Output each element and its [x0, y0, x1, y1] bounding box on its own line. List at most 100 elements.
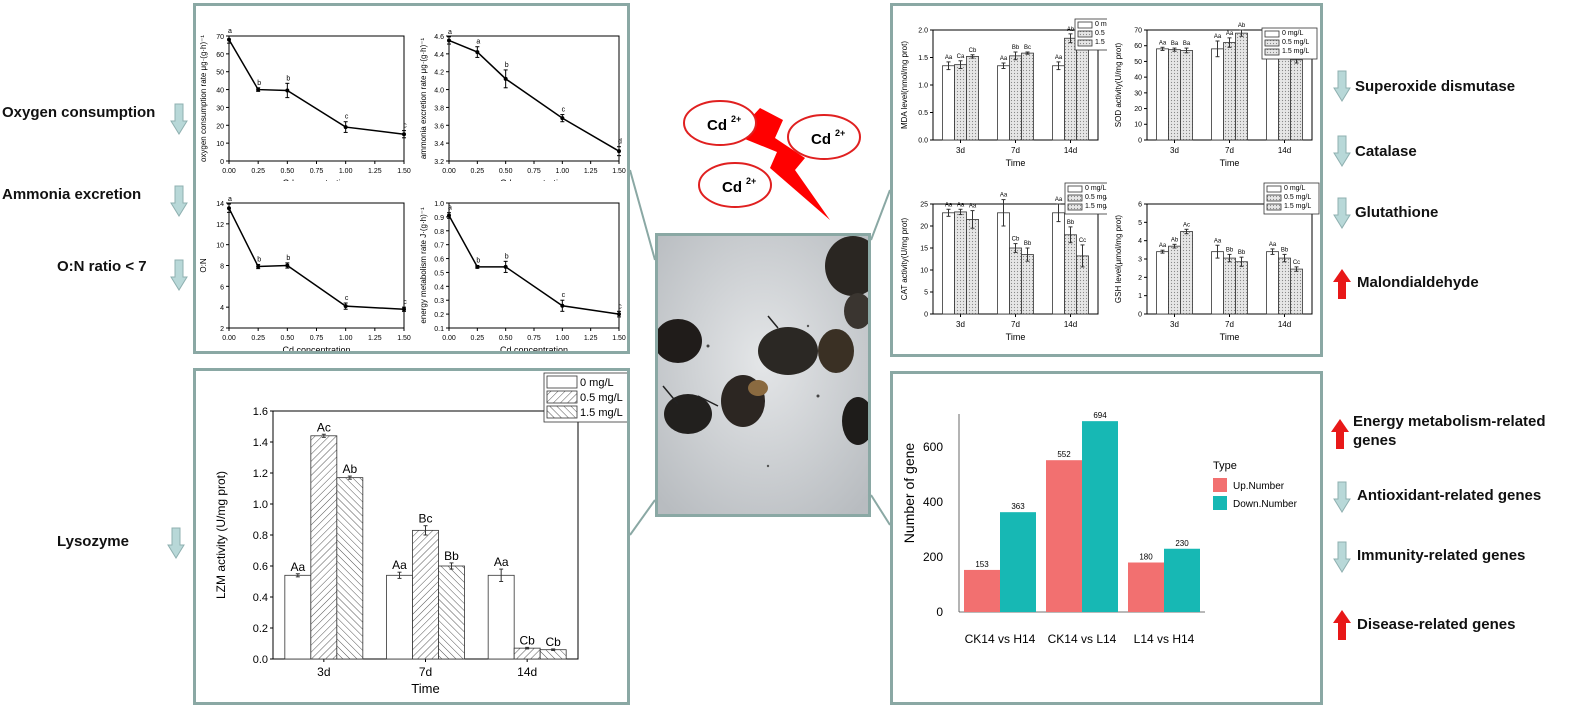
bar — [1180, 231, 1193, 315]
cd-ion-ring — [698, 162, 772, 208]
cd-exposure-graphic: Cd 2+ Cd 2+ Cd 2+ — [683, 100, 861, 220]
significance-label: a — [476, 39, 480, 46]
y-tick-label: 12 — [216, 222, 224, 229]
x-axis-label: Cd concentration — [282, 345, 350, 351]
y-tick-label: 4 — [220, 305, 224, 312]
significance-label: a — [228, 28, 232, 35]
significance-label: Ab — [1171, 237, 1179, 243]
series-line — [448, 39, 620, 152]
y-axis-label: ammonia excretion rate μg·(g·h)⁻¹ — [419, 38, 428, 160]
x-tick-label: 0.25 — [251, 335, 265, 342]
significance-label: Aa — [1000, 56, 1008, 62]
legend-label: 0 mg/L — [580, 377, 614, 389]
significance-label: Aa — [1055, 197, 1063, 203]
mda-label: Malondialdehyde — [1357, 274, 1479, 291]
legend-label: 0.5 mg/L — [1284, 194, 1311, 201]
legend-label: 0.5 mg/L — [580, 392, 623, 404]
legend-title: Type — [1213, 460, 1237, 472]
y-tick-label: 5 — [924, 289, 928, 296]
data-point — [475, 264, 480, 269]
cd-ion-label: Cd — [811, 131, 831, 148]
data-point — [343, 125, 348, 130]
bar — [997, 65, 1010, 141]
x-tick-label: 0.25 — [251, 168, 265, 175]
legend-label: Down.Number — [1233, 499, 1298, 510]
cd-ion-label: Cd — [722, 179, 742, 196]
bar — [997, 212, 1010, 315]
y-tick-label: 0.6 — [434, 257, 444, 264]
significance-label: Ab — [1067, 27, 1075, 33]
y-tick-label: 0.2 — [253, 623, 268, 635]
x-tick-label: 0.75 — [310, 335, 324, 342]
snail-photo — [655, 233, 871, 517]
significance-label: b — [505, 62, 509, 69]
x-tick-label: 1.25 — [584, 168, 598, 175]
significance-label: c — [403, 123, 407, 130]
bar — [1164, 548, 1200, 612]
bar — [1128, 562, 1164, 612]
significance-label: Aa — [392, 558, 407, 572]
bar — [1211, 48, 1224, 141]
legend-swatch — [1077, 21, 1093, 29]
y-tick-label: 1.6 — [253, 406, 268, 418]
significance-label: a — [228, 196, 232, 203]
y-tick-label: 4.6 — [434, 34, 444, 41]
y-tick-label: 0 — [1138, 311, 1142, 318]
y-tick-label: 20 — [216, 123, 224, 130]
significance-label: Aa — [969, 204, 977, 210]
bar — [966, 219, 979, 315]
down-arrow-icon — [1333, 70, 1351, 102]
significance-label: b — [286, 255, 290, 262]
significance-label: b — [257, 80, 261, 87]
y-tick-label: 30 — [1134, 90, 1142, 97]
significance-label: Aa — [1226, 31, 1234, 37]
bar — [1052, 65, 1065, 141]
y-tick-label: 6 — [1138, 201, 1142, 208]
x-tick-label: 3d — [317, 665, 330, 679]
ammonia-chart: 0.00 0.25 0.50 0.75 1.00 1.25 1.50 3.2 3.4 3.6 3.8… — [419, 29, 626, 181]
significance-label: Bc — [1024, 45, 1031, 51]
y-tick-label: 70 — [216, 34, 224, 41]
y-tick-label: 0.4 — [253, 592, 268, 604]
significance-label: Ac — [317, 420, 331, 434]
y-tick-label: 1.0 — [918, 82, 928, 89]
y-tick-label: 0 — [924, 311, 928, 318]
down-arrow-icon — [1333, 541, 1351, 573]
y-tick-label: 2 — [220, 326, 224, 333]
y-tick-label: 1.2 — [253, 468, 268, 480]
x-tick-label: CK14 vs H14 — [965, 632, 1036, 646]
data-point — [503, 76, 508, 81]
bar — [539, 649, 567, 660]
y-tick-label: 40 — [1134, 75, 1142, 82]
y-tick-label: 0.5 — [918, 110, 928, 117]
down-arrow-icon — [170, 259, 188, 291]
gene-chart: 0 200 400 600 Number of gene CK14 vs H14 153 36… — [901, 411, 1298, 646]
x-tick-label: 0.75 — [310, 168, 324, 175]
data-point — [617, 312, 621, 317]
significance-label: Aa — [1000, 193, 1008, 199]
bar — [1156, 251, 1169, 315]
y-tick-label: 1.5 — [918, 55, 928, 62]
y-tick-label: 0 — [220, 159, 224, 166]
bar — [438, 565, 465, 660]
significance-label: b — [476, 258, 480, 265]
y-tick-label: 40 — [216, 88, 224, 95]
significance-label: c — [403, 299, 407, 306]
x-tick-label: 0.50 — [281, 335, 295, 342]
significance-label: Cc — [1079, 238, 1086, 244]
catalase-label: Catalase — [1355, 143, 1417, 160]
y-tick-label: 20 — [920, 223, 928, 230]
significance-label: Aa — [957, 202, 965, 208]
lightning-bolt — [735, 108, 830, 220]
data-point — [560, 116, 565, 121]
y-tick-label: 3 — [1138, 256, 1142, 263]
cd-ion-charge: 2+ — [746, 176, 756, 186]
legend-swatch — [1213, 496, 1227, 510]
data-point — [285, 88, 290, 93]
legend-label: 0 mg/L — [1085, 185, 1107, 192]
y-tick-label: 4.0 — [434, 88, 444, 95]
y-tick-label: 0.9 — [434, 215, 444, 222]
cd-ion-charge: 2+ — [835, 128, 845, 138]
y-tick-label: 2 — [1138, 275, 1142, 282]
x-tick-label: 14d — [1278, 146, 1291, 155]
